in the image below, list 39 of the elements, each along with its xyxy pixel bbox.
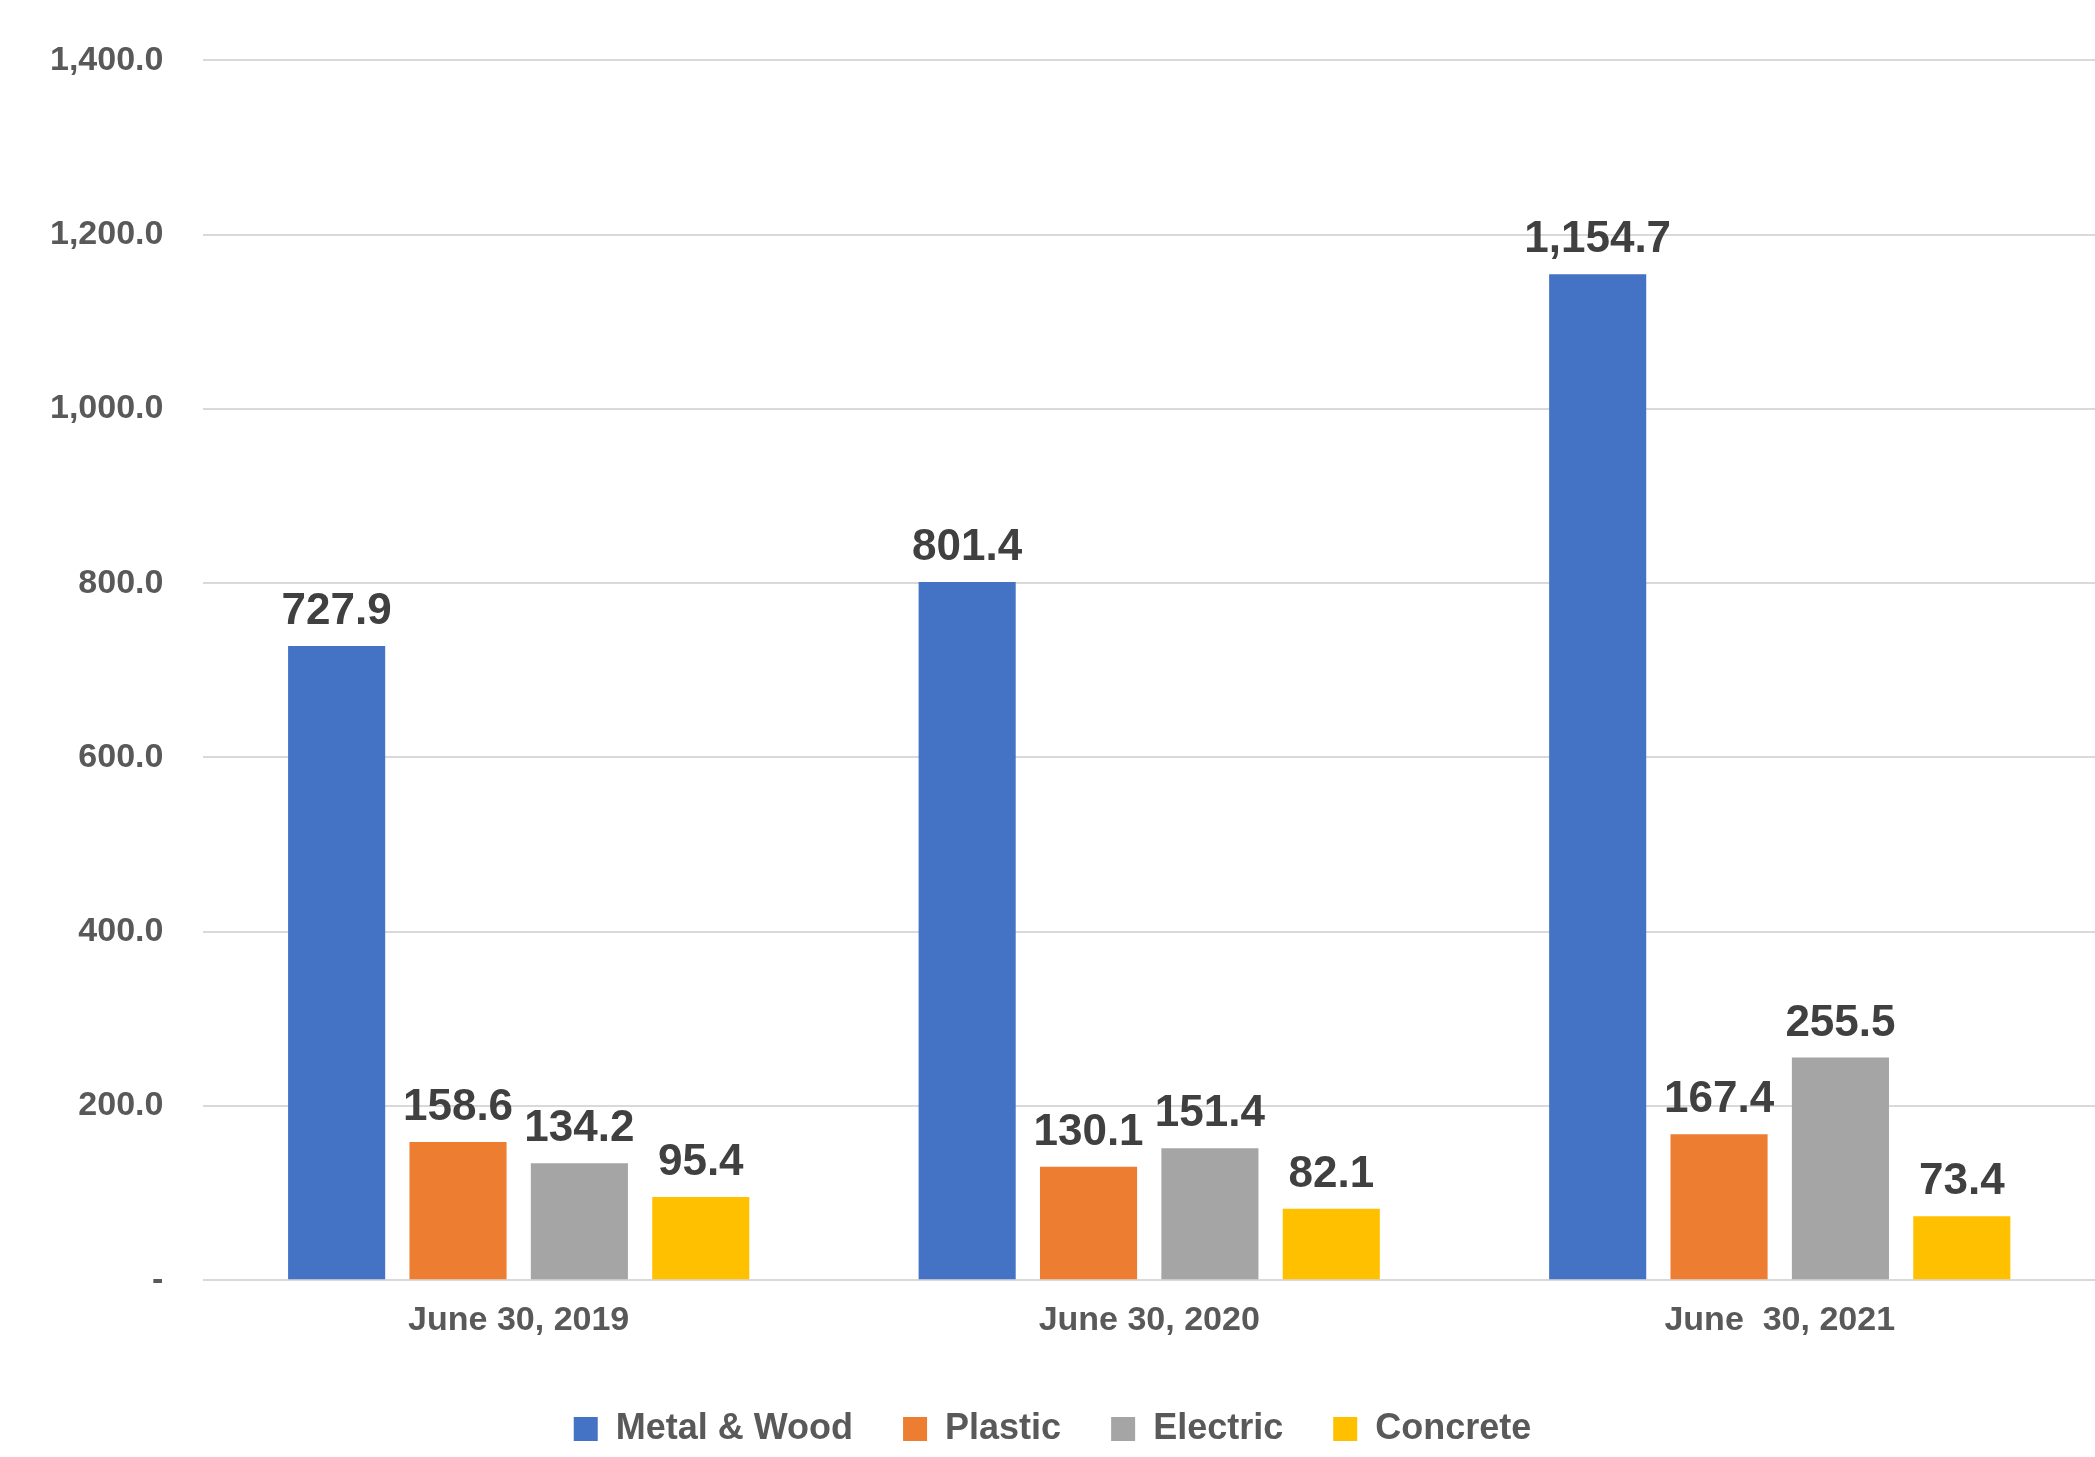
legend-label: Plastic (945, 1405, 1062, 1447)
bar (530, 1163, 628, 1280)
data-label: 167.4 (1664, 1072, 1775, 1122)
data-label: 73.4 (1918, 1154, 2006, 1204)
data-label: 158.6 (402, 1080, 514, 1130)
legend-label: Metal & Wood (615, 1405, 854, 1447)
legend-label: Electric (1153, 1405, 1284, 1447)
bar (1913, 1216, 2011, 1280)
bar (1549, 274, 1647, 1280)
bar (1161, 1148, 1259, 1280)
x-tick-label: June 30, 2019 (408, 1298, 630, 1337)
bar (288, 645, 386, 1280)
y-tick-label: 1,200.0 (49, 213, 164, 252)
data-label: 151.4 (1154, 1086, 1266, 1136)
bar (1039, 1166, 1138, 1280)
data-label: 727.9 (281, 584, 392, 634)
data-label: 130.1 (1033, 1104, 1144, 1154)
y-tick-label: 800.0 (78, 561, 164, 600)
y-tick-label: 1,400.0 (49, 38, 164, 77)
data-label: 82.1 (1288, 1146, 1375, 1196)
y-tick-label: 600.0 (78, 735, 164, 774)
bar (409, 1142, 507, 1280)
y-tick-label: 1,000.0 (49, 387, 164, 426)
data-label: 134.2 (524, 1101, 635, 1151)
bar (1670, 1134, 1768, 1280)
bar (652, 1197, 750, 1280)
x-tick-label: June 30, 2021 (1664, 1298, 1896, 1337)
bar (1791, 1057, 1889, 1280)
y-tick-label: 200.0 (78, 1084, 164, 1123)
y-tick-label: 400.0 (78, 910, 164, 949)
data-label: 255.5 (1785, 995, 1896, 1045)
x-tick-label: June 30, 2020 (1038, 1298, 1260, 1337)
data-label: 801.4 (912, 520, 1023, 570)
legend-label: Concrete (1375, 1405, 1532, 1447)
y-tick-label: - (152, 1258, 164, 1297)
bar (918, 581, 1016, 1280)
bar (1282, 1208, 1380, 1280)
data-label: 1,154.7 (1524, 212, 1672, 262)
data-label: 95.4 (657, 1135, 745, 1185)
